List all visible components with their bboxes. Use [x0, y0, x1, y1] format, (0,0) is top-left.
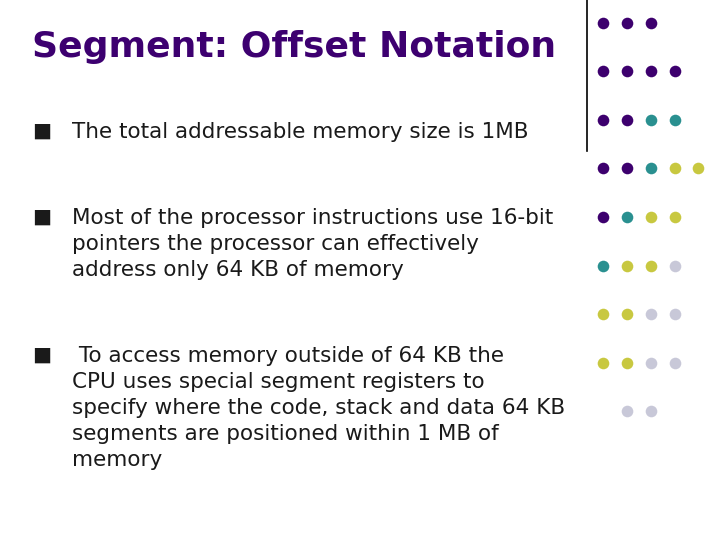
Point: [621, 67, 633, 76]
Point: [645, 67, 657, 76]
Point: [669, 359, 680, 367]
Text: ■: ■: [32, 122, 51, 140]
Point: [645, 261, 657, 270]
Point: [669, 261, 680, 270]
Point: [621, 407, 633, 416]
Point: [621, 164, 633, 173]
Point: [621, 213, 633, 221]
Text: ■: ■: [32, 346, 51, 365]
Point: [598, 310, 609, 319]
Point: [621, 310, 633, 319]
Point: [598, 18, 609, 27]
Point: [645, 18, 657, 27]
Point: [621, 18, 633, 27]
Point: [645, 213, 657, 221]
Point: [645, 116, 657, 124]
Point: [693, 164, 704, 173]
Text: Most of the processor instructions use 16-bit
pointers the processor can effecti: Most of the processor instructions use 1…: [72, 208, 553, 280]
Point: [598, 261, 609, 270]
Point: [598, 359, 609, 367]
Point: [621, 116, 633, 124]
Point: [621, 261, 633, 270]
Point: [669, 213, 680, 221]
Point: [598, 213, 609, 221]
Point: [598, 164, 609, 173]
Point: [621, 359, 633, 367]
Text: The total addressable memory size is 1MB: The total addressable memory size is 1MB: [72, 122, 528, 141]
Point: [598, 116, 609, 124]
Point: [645, 310, 657, 319]
Text: To access memory outside of 64 KB the
CPU uses special segment registers to
spec: To access memory outside of 64 KB the CP…: [72, 346, 565, 470]
Point: [645, 164, 657, 173]
Point: [669, 310, 680, 319]
Point: [645, 359, 657, 367]
Text: ■: ■: [32, 208, 51, 227]
Point: [669, 164, 680, 173]
Point: [669, 116, 680, 124]
Point: [645, 407, 657, 416]
Point: [669, 67, 680, 76]
Text: Segment: Offset Notation: Segment: Offset Notation: [32, 30, 557, 64]
Point: [598, 67, 609, 76]
